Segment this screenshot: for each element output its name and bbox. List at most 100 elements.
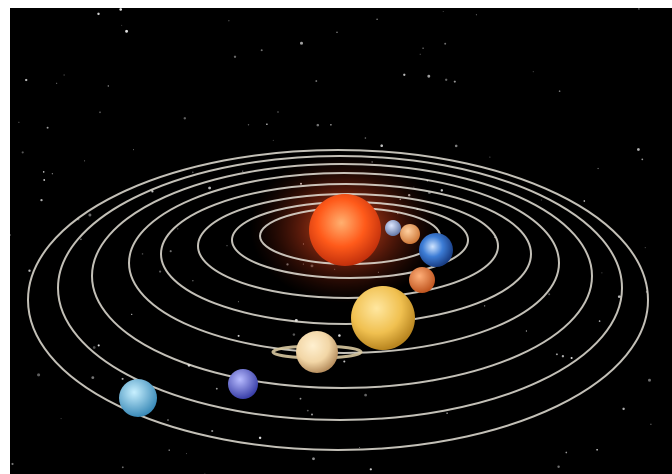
star — [121, 24, 123, 26]
star — [561, 355, 565, 358]
star — [601, 272, 603, 274]
star — [489, 156, 491, 158]
star — [622, 407, 625, 411]
mars — [409, 267, 435, 293]
star — [42, 171, 45, 173]
star — [483, 305, 486, 307]
star — [192, 171, 194, 174]
star — [168, 449, 170, 451]
neptune — [119, 379, 157, 417]
star — [121, 377, 124, 380]
star — [638, 8, 640, 10]
star — [125, 29, 129, 33]
star — [177, 228, 179, 230]
star — [25, 78, 28, 82]
star — [167, 419, 169, 421]
star — [10, 234, 11, 236]
orbit-3 — [197, 193, 499, 299]
star — [228, 20, 230, 22]
star — [141, 253, 144, 255]
star — [310, 413, 314, 416]
star — [266, 123, 268, 126]
star — [43, 179, 46, 181]
star — [107, 85, 110, 87]
star — [641, 158, 644, 161]
star — [11, 462, 14, 466]
orbit-7 — [57, 155, 623, 421]
star — [192, 280, 194, 282]
star — [131, 313, 133, 316]
star — [453, 80, 456, 83]
star — [419, 53, 421, 55]
star — [597, 167, 599, 170]
star — [40, 198, 43, 202]
star — [159, 270, 162, 273]
orbit-4 — [160, 183, 532, 325]
star — [226, 245, 228, 247]
star — [97, 12, 100, 16]
star — [46, 126, 49, 129]
star — [637, 148, 640, 151]
star — [92, 346, 96, 349]
star — [343, 360, 346, 363]
star — [596, 448, 598, 451]
star — [37, 373, 41, 377]
star — [99, 111, 101, 114]
orbits — [27, 149, 649, 451]
star — [306, 409, 309, 412]
star — [364, 137, 367, 139]
star — [51, 173, 54, 175]
jupiter — [351, 286, 415, 350]
star — [617, 295, 621, 298]
star — [151, 190, 154, 193]
star — [208, 186, 212, 190]
star — [558, 90, 561, 92]
star — [380, 144, 383, 147]
star — [237, 301, 239, 303]
star — [648, 378, 651, 382]
star — [330, 123, 332, 126]
venus — [400, 224, 420, 244]
star — [28, 269, 31, 272]
saturn-body — [296, 331, 338, 373]
star — [258, 436, 262, 440]
star — [444, 42, 447, 45]
star — [272, 139, 274, 141]
star — [427, 74, 431, 78]
star — [583, 200, 586, 202]
star — [299, 397, 302, 400]
star — [169, 250, 172, 253]
star — [315, 80, 318, 82]
star — [446, 412, 448, 414]
star — [644, 247, 646, 249]
star — [260, 49, 263, 52]
sun — [309, 194, 381, 266]
star — [84, 160, 86, 162]
star — [598, 320, 601, 322]
star — [247, 124, 250, 126]
star — [21, 151, 24, 154]
star — [237, 334, 240, 337]
star — [422, 47, 424, 50]
star — [119, 8, 123, 11]
star — [369, 468, 372, 471]
orbit-8 — [27, 149, 649, 451]
star — [97, 344, 100, 347]
saturn — [271, 331, 363, 373]
star — [548, 293, 551, 296]
star — [292, 333, 296, 336]
star — [91, 376, 95, 379]
star — [525, 330, 528, 332]
star — [121, 466, 124, 469]
star — [183, 117, 187, 120]
star — [88, 213, 92, 217]
star — [570, 356, 573, 360]
star — [338, 334, 341, 337]
star — [316, 123, 320, 127]
mercury — [385, 220, 401, 236]
star — [277, 111, 279, 113]
star — [336, 31, 338, 34]
star — [186, 453, 188, 455]
star — [557, 465, 560, 469]
star — [60, 418, 62, 420]
